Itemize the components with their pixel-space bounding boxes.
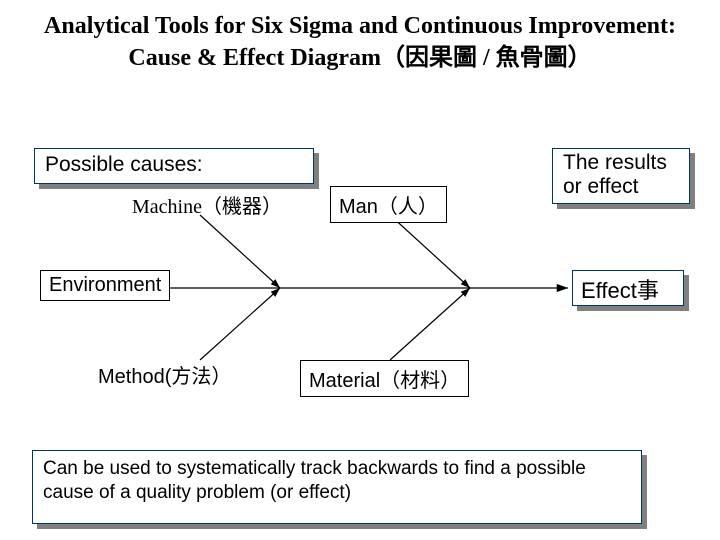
label-environment: Environment [40,270,170,301]
effect-box: Effect事 [572,270,684,306]
label-method: Method(方法） [98,360,231,389]
label-man: Man（人） [330,186,447,223]
page-title: Analytical Tools for Six Sigma and Conti… [0,0,720,75]
label-material: Material（材料） [300,360,469,397]
title-text: Analytical Tools for Six Sigma and Conti… [44,13,676,71]
label-machine: Machine（機器） [132,190,282,219]
effect-text: Effect事 [581,278,659,303]
caption-box: Can be used to systematically track back… [32,450,642,524]
caption-text: Can be used to systematically track back… [43,458,586,503]
